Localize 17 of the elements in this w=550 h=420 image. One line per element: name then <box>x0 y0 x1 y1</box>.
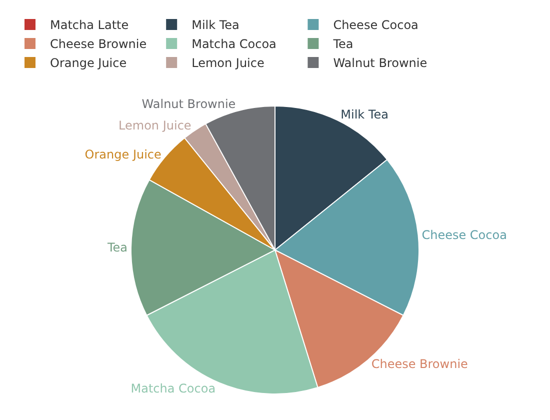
legend-label: Cheese Cocoa <box>333 18 418 32</box>
legend-label: Walnut Brownie <box>333 56 428 70</box>
slice-label: Milk Tea <box>340 107 388 122</box>
slice-label: Tea <box>106 240 128 254</box>
slice-label: Walnut Brownie <box>142 96 236 111</box>
slice-label: Orange Juice <box>84 147 162 162</box>
legend-label: Matcha Cocoa <box>192 37 276 52</box>
slice-label: Cheese Brownie <box>371 357 468 372</box>
slice-label: Lemon Juice <box>118 118 192 133</box>
legend-label: Matcha Latte <box>50 18 129 32</box>
legend-label: Lemon Juice <box>192 56 264 70</box>
legend-label: Milk Tea <box>192 18 240 32</box>
slice-label: Cheese Cocoa <box>422 228 507 242</box>
slice-label: Matcha Cocoa <box>130 382 216 396</box>
legend-label: Tea <box>332 37 354 52</box>
legend-label: Orange Juice <box>50 56 127 70</box>
legend-label: Cheese Brownie <box>50 37 147 52</box>
